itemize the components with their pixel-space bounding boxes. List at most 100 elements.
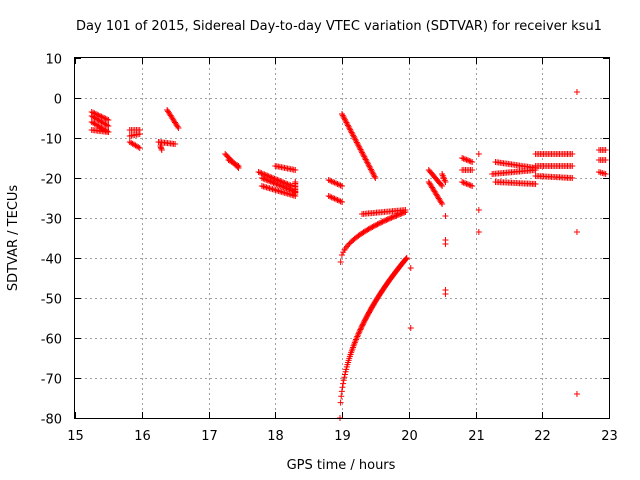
data-point [439, 201, 446, 207]
data-point [269, 179, 276, 186]
data-point [390, 213, 397, 220]
data-point [383, 216, 390, 223]
data-point [403, 255, 410, 262]
data-point [280, 184, 287, 191]
data-point [349, 130, 356, 137]
data-point [361, 155, 368, 162]
data-point [358, 147, 365, 154]
data-point [341, 374, 348, 381]
data-point [344, 243, 351, 250]
data-point [338, 251, 345, 258]
x-tick-label: 23 [601, 429, 618, 444]
data-point [331, 195, 338, 202]
data-point [368, 224, 375, 231]
data-point [466, 157, 473, 164]
data-point [345, 123, 352, 130]
data-point [354, 332, 361, 339]
data-point [573, 89, 580, 95]
data-point [266, 178, 273, 185]
data-point [339, 111, 345, 117]
data-point [339, 183, 345, 189]
data-point [475, 207, 482, 213]
data-point [274, 181, 281, 188]
data-point [442, 291, 449, 297]
data-point [350, 132, 357, 139]
y-tick-label: -40 [41, 253, 62, 268]
data-point [358, 323, 365, 330]
data-point [234, 162, 241, 169]
data-point [462, 156, 469, 163]
data-point [264, 177, 271, 184]
data-point [105, 123, 112, 129]
data-point [367, 165, 374, 172]
data-point [341, 115, 348, 122]
data-point [358, 325, 365, 332]
data-point [135, 144, 142, 151]
data-point [370, 170, 377, 177]
data-point [105, 117, 112, 123]
data-point [235, 163, 242, 169]
data-point [359, 322, 366, 329]
data-point [337, 259, 344, 265]
data-point [174, 123, 181, 130]
data-point [380, 218, 387, 225]
data-point [356, 143, 363, 150]
data-point [347, 126, 354, 133]
data-point [366, 163, 373, 170]
data-point [279, 183, 286, 190]
data-point [340, 377, 347, 384]
data-point [136, 145, 143, 151]
data-point [353, 139, 360, 146]
data-point [602, 157, 609, 163]
data-point [337, 182, 344, 189]
data-point [337, 399, 344, 406]
data-point [475, 229, 482, 235]
x-tick-label: 20 [401, 429, 418, 444]
data-point [342, 118, 349, 125]
data-point [464, 157, 471, 164]
x-tick-label: 18 [267, 429, 284, 444]
data-point [469, 183, 476, 189]
data-point [351, 135, 358, 142]
data-point [569, 163, 576, 169]
data-point [340, 380, 347, 387]
y-tick-label: -10 [41, 133, 62, 148]
data-point [356, 327, 363, 334]
data-point [459, 179, 466, 185]
data-point [398, 210, 405, 217]
data-point [469, 159, 476, 165]
data-point [263, 176, 270, 183]
data-point [359, 149, 366, 156]
data-point [356, 329, 363, 336]
grid-layer [75, 58, 609, 418]
data-point [344, 122, 351, 129]
data-point [569, 175, 576, 181]
data-point [460, 155, 467, 162]
data-point [333, 196, 340, 203]
data-point [442, 213, 449, 219]
data-point [402, 209, 409, 215]
data-point [336, 197, 343, 204]
data-point [569, 151, 576, 157]
data-point [377, 220, 384, 227]
data-point [99, 114, 106, 121]
data-point [438, 199, 445, 206]
chart-title: Day 101 of 2015, Sidereal Day-to-day VTE… [76, 19, 602, 34]
data-point [364, 159, 371, 166]
data-point [365, 226, 372, 233]
data-point [343, 119, 350, 126]
data-point [355, 330, 362, 337]
data-point [369, 223, 376, 230]
data-point [469, 167, 476, 173]
data-point [464, 181, 471, 188]
tick-layer: 15 16 17 18 19 20 21 22 23 10 0 -10 -20 -30 -40 -50 -60 -… [41, 53, 618, 445]
data-point [602, 171, 609, 177]
data-point [360, 152, 367, 159]
data-point [384, 216, 391, 223]
data-point [374, 221, 381, 228]
data-point [339, 199, 345, 205]
data-point [346, 125, 353, 132]
data-point [442, 179, 449, 185]
data-point [475, 151, 482, 157]
